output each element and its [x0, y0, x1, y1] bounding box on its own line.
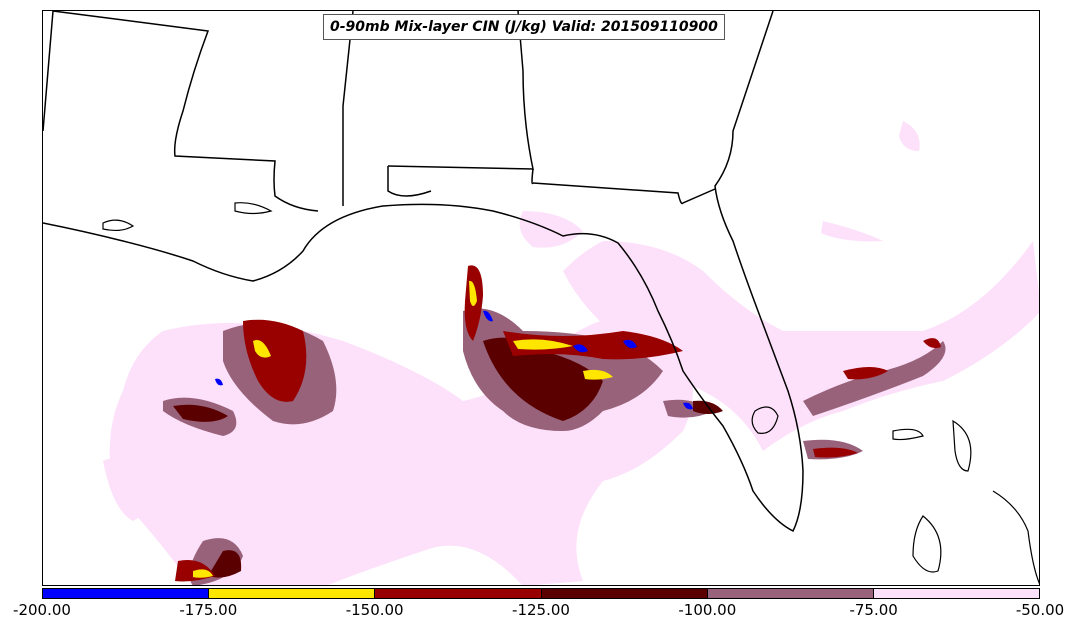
cin-field-blue — [215, 310, 693, 410]
colorbar-segment — [209, 589, 376, 598]
colorbar-segment — [375, 589, 542, 598]
colorbar-tick-label: -75.00 — [849, 601, 898, 619]
colorbar — [42, 588, 1040, 599]
colorbar-segment — [541, 589, 708, 598]
map-canvas — [43, 11, 1039, 585]
colorbar-segment — [707, 589, 874, 598]
islands-lakes — [102, 202, 1039, 584]
colorbar-tick-label: -125.00 — [512, 601, 570, 619]
colorbar-segment — [43, 589, 210, 598]
map-panel — [42, 10, 1040, 586]
colorbar-tick-label: -200.00 — [13, 601, 71, 619]
colorbar-segment — [873, 589, 1040, 598]
map-title: 0-90mb Mix-layer CIN (J/kg) Valid: 20150… — [323, 14, 725, 40]
colorbar-tick-label: -50.00 — [1015, 601, 1065, 619]
cin-field-yellow — [193, 280, 613, 578]
colorbar-tick-label: -100.00 — [678, 601, 737, 619]
colorbar-tick-label: -150.00 — [345, 601, 404, 619]
coastlines-borders — [43, 11, 804, 533]
colorbar-tick-label: -175.00 — [179, 601, 238, 619]
